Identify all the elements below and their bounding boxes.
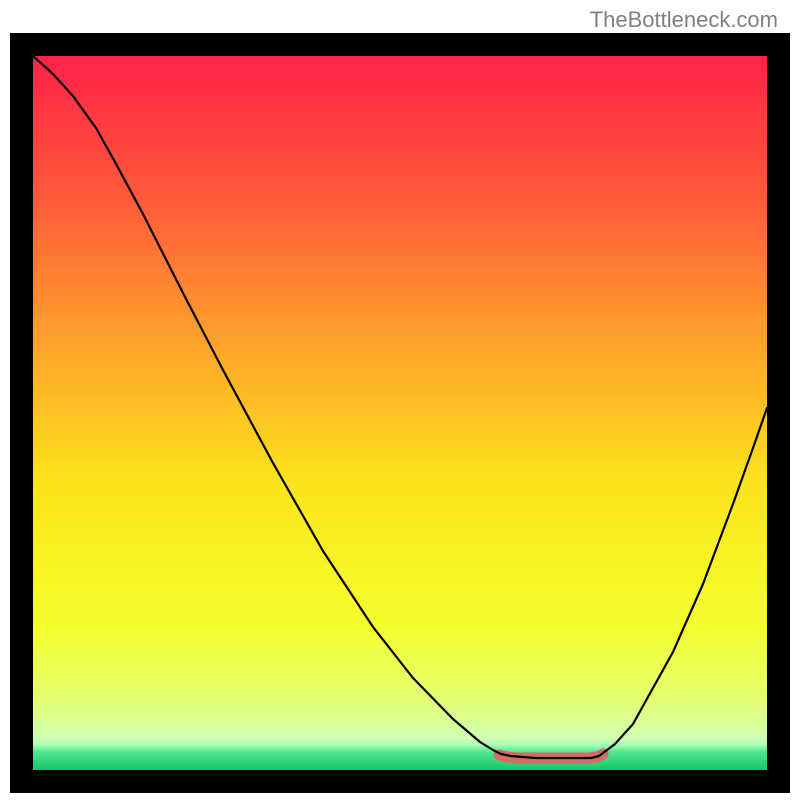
plot-area [33, 56, 767, 770]
chart-curves [33, 56, 767, 770]
watermark-text: TheBottleneck.com [590, 7, 778, 33]
main-curve [33, 56, 767, 758]
